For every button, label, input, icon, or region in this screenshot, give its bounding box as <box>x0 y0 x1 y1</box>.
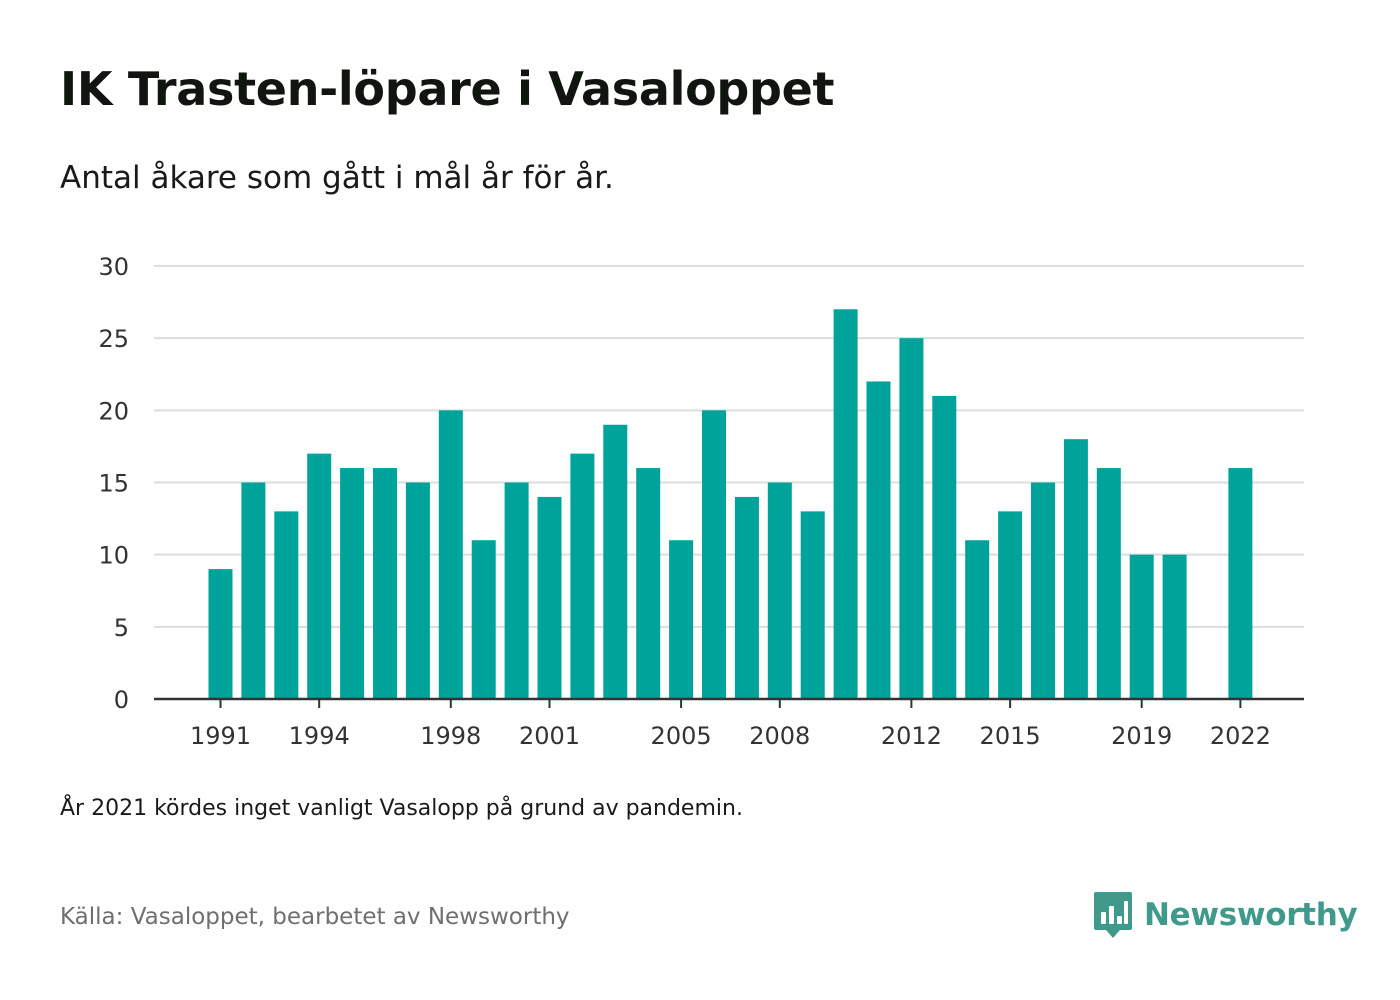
bar-1993 <box>274 511 299 699</box>
bar-2013 <box>932 395 957 699</box>
x-tick-label: 2008 <box>749 722 810 750</box>
bar-2000 <box>504 482 529 699</box>
y-tick-label: 10 <box>98 542 129 570</box>
y-tick-label: 30 <box>98 253 129 281</box>
bar-1992 <box>241 482 266 699</box>
x-tick-label: 1991 <box>190 722 251 750</box>
x-tick-label: 2019 <box>1111 722 1172 750</box>
x-axis-ticks: 1991 1994 1998 2001 2005 2008 2012 2015 2019 2022 <box>190 699 1271 750</box>
bar-2007 <box>734 496 759 699</box>
bar-1994 <box>307 453 332 699</box>
bar-2019 <box>1129 554 1154 699</box>
bar-2020 <box>1162 554 1187 699</box>
y-axis-ticks: 0 5 10 15 20 25 30 <box>98 253 129 714</box>
brand-logo[interactable]: Newsworthy <box>1092 890 1358 940</box>
bar-2004 <box>636 468 661 699</box>
bar-1996 <box>373 468 397 699</box>
bar-2015 <box>998 511 1023 699</box>
x-tick-label: 1994 <box>289 722 350 750</box>
bars <box>208 309 1253 699</box>
bar-2008 <box>767 482 792 699</box>
bar-2018 <box>1096 468 1121 699</box>
y-tick-label: 20 <box>98 397 129 425</box>
bar-2002 <box>570 453 595 699</box>
bar-2009 <box>800 511 825 699</box>
x-tick-label: 2022 <box>1210 722 1271 750</box>
bar-1998 <box>438 410 463 699</box>
bar-chart: 0 5 10 15 20 25 30 1991 1994 1998 2001 2005 2008 201… <box>98 253 1304 750</box>
bar-2016 <box>1031 482 1055 699</box>
bar-2022 <box>1228 468 1253 699</box>
bar-1999 <box>471 540 496 699</box>
bar-2003 <box>603 424 628 699</box>
x-tick-label: 1998 <box>420 722 481 750</box>
bar-2014 <box>965 540 990 699</box>
bar-1997 <box>405 482 430 699</box>
bar-2017 <box>1063 439 1088 699</box>
bar-1995 <box>340 468 365 699</box>
y-tick-label: 25 <box>98 325 129 353</box>
source-text: Källa: Vasaloppet, bearbetet av Newswort… <box>60 904 570 930</box>
bar-2005 <box>669 540 694 699</box>
x-tick-label: 2012 <box>881 722 942 750</box>
newsworthy-logo-icon <box>1094 892 1132 938</box>
brand-name: Newsworthy <box>1144 897 1358 933</box>
chart-title: IK Trasten-löpare i Vasaloppet <box>60 62 835 116</box>
bar-2011 <box>866 381 891 699</box>
chart-note: År 2021 kördes inget vanligt Vasalopp på… <box>60 796 743 821</box>
bar-2012 <box>899 338 924 699</box>
bar-2010 <box>833 309 858 699</box>
bar-1991 <box>208 569 233 699</box>
y-tick-label: 15 <box>98 470 129 498</box>
y-tick-label: 0 <box>114 686 129 714</box>
x-tick-label: 2005 <box>651 722 712 750</box>
bar-2006 <box>702 410 726 699</box>
y-tick-label: 5 <box>114 614 129 642</box>
chart-subtitle: Antal åkare som gått i mål år för år. <box>60 160 614 196</box>
x-tick-label: 2015 <box>980 722 1041 750</box>
bar-2001 <box>537 496 562 699</box>
x-tick-label: 2001 <box>519 722 580 750</box>
